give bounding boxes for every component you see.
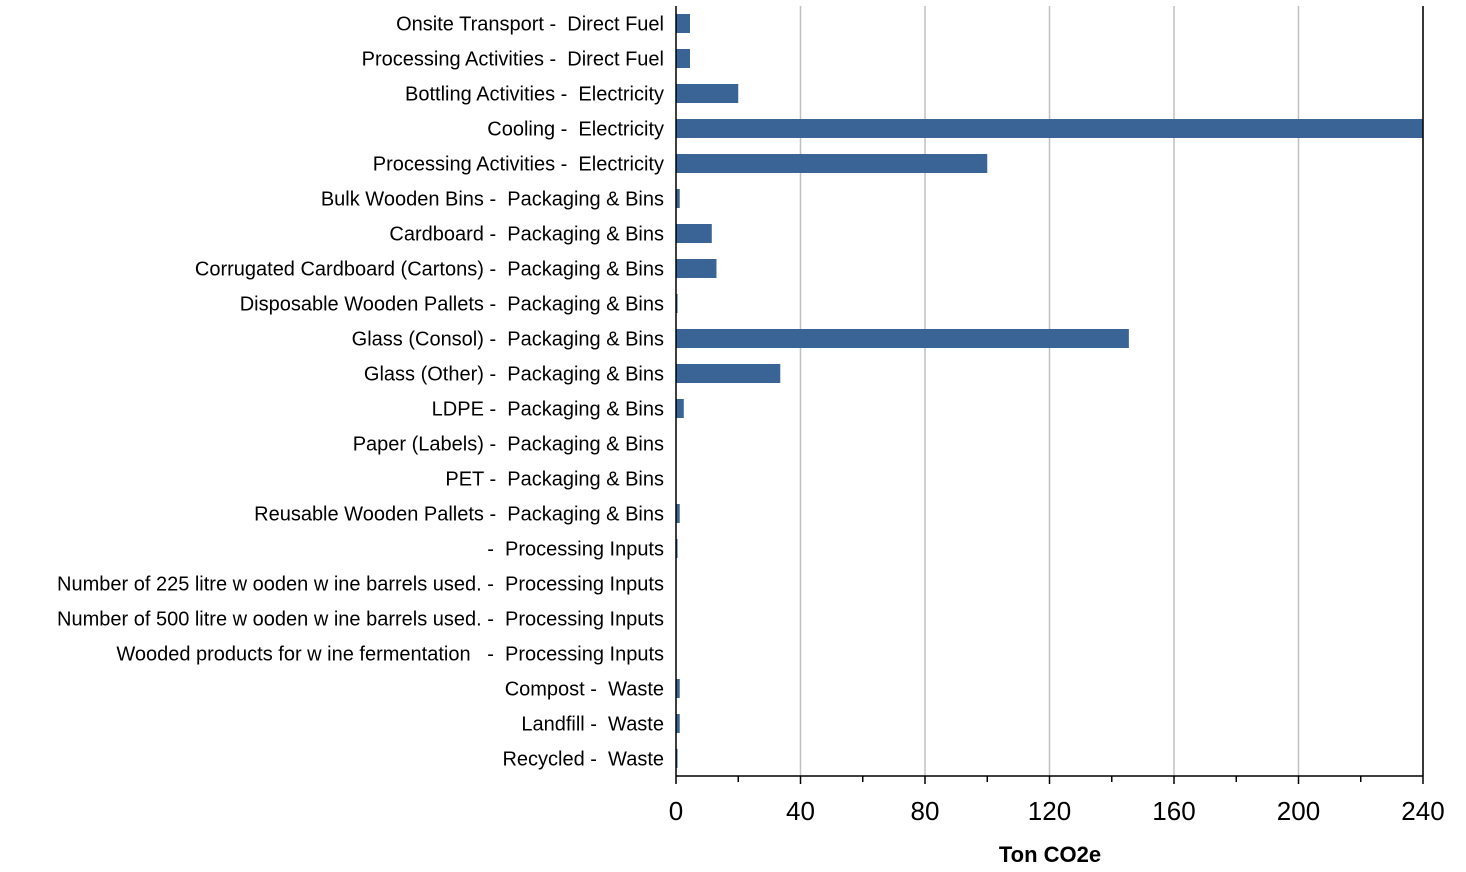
axes xyxy=(675,6,1424,784)
category-label-0: Onsite Transport - Direct Fuel xyxy=(396,14,664,36)
bar-11 xyxy=(676,399,684,418)
bar-8 xyxy=(676,294,678,313)
bar-7 xyxy=(676,259,717,278)
x-tick-label-120: 120 xyxy=(1028,796,1071,826)
bar-20 xyxy=(676,714,680,733)
x-tick-label-80: 80 xyxy=(911,796,940,826)
category-label-4: Processing Activities - Electricity xyxy=(373,154,664,176)
bar-2 xyxy=(676,84,739,103)
category-label-1: Processing Activities - Direct Fuel xyxy=(362,49,664,71)
category-label-21: Recycled - Waste xyxy=(502,749,664,771)
x-tick-label-160: 160 xyxy=(1152,796,1195,826)
x-tick-label-0: 0 xyxy=(669,796,683,826)
category-label-13: PET - Packaging & Bins xyxy=(445,469,664,491)
category-label-8: Disposable Wooden Pallets - Packaging & … xyxy=(240,294,664,316)
bar-5 xyxy=(676,189,680,208)
category-label-2: Bottling Activities - Electricity xyxy=(405,84,664,106)
bars xyxy=(676,14,1423,768)
x-tick-labels: 0 40 80 120 160 200 240 xyxy=(669,796,1445,826)
bar-15 xyxy=(676,539,678,558)
bar-3 xyxy=(676,119,1423,138)
category-labels: Onsite Transport - Direct Fuel Processing… xyxy=(57,14,664,771)
category-label-12: Paper (Labels) - Packaging & Bins xyxy=(353,434,664,456)
category-label-15: - Processing Inputs xyxy=(482,539,664,561)
bar-21 xyxy=(676,749,678,768)
category-label-17: Number of 500 litre w ooden w ine barrel… xyxy=(57,609,664,631)
bar-14 xyxy=(676,504,680,523)
bar-19 xyxy=(676,679,680,698)
x-tick-label-40: 40 xyxy=(786,796,815,826)
category-label-20: Landfill - Waste xyxy=(521,714,664,736)
category-label-11: LDPE - Packaging & Bins xyxy=(432,399,664,421)
bar-9 xyxy=(676,329,1129,348)
bar-4 xyxy=(676,154,988,173)
bar-10 xyxy=(676,364,781,383)
category-label-14: Reusable Wooden Pallets - Packaging & Bi… xyxy=(254,504,664,526)
bar-1 xyxy=(676,49,691,68)
category-label-5: Bulk Wooden Bins - Packaging & Bins xyxy=(321,189,664,211)
category-label-9: Glass (Consol) - Packaging & Bins xyxy=(352,329,664,351)
x-tick-label-200: 200 xyxy=(1277,796,1320,826)
category-label-6: Cardboard - Packaging & Bins xyxy=(389,224,664,246)
category-label-7: Corrugated Cardboard (Cartons) - Packagi… xyxy=(195,259,664,281)
category-label-18: Wooded products for w ine fermentation -… xyxy=(116,644,664,666)
category-label-3: Cooling - Electricity xyxy=(487,119,664,141)
bar-6 xyxy=(676,224,712,243)
category-label-10: Glass (Other) - Packaging & Bins xyxy=(364,364,664,386)
bar-0 xyxy=(676,14,691,33)
category-label-19: Compost - Waste xyxy=(505,679,664,701)
x-axis-title: Ton CO2e xyxy=(999,842,1101,867)
category-label-16: Number of 225 litre w ooden w ine barrel… xyxy=(57,574,664,596)
x-tick-label-240: 240 xyxy=(1401,796,1444,826)
